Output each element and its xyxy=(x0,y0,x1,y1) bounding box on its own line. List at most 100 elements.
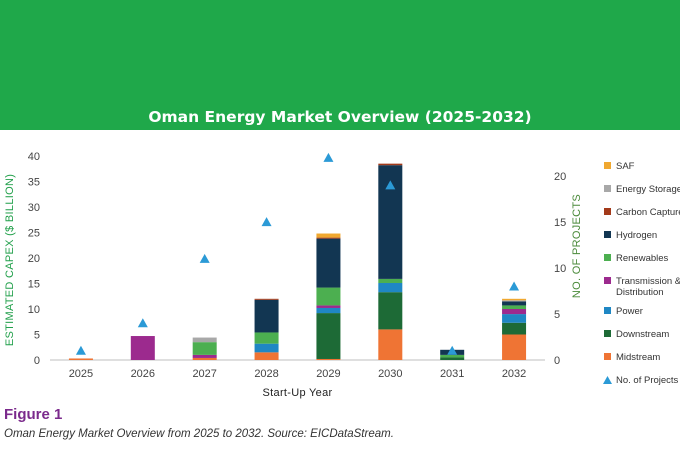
x-tick-label: 2029 xyxy=(316,368,340,380)
x-tick-label: 2026 xyxy=(131,368,155,380)
project-count-marker xyxy=(385,180,396,190)
legend-label-line: Distribution xyxy=(616,287,664,298)
y-axis-title: ESTIMATED CAPEX ($ BILLION) xyxy=(4,174,16,346)
legend-label-line: Renewables xyxy=(616,253,669,264)
legend-label-line: Downstream xyxy=(616,329,669,340)
legend-swatch xyxy=(604,185,611,192)
y-tick-label: 25 xyxy=(28,228,40,240)
x-tick-label: 2032 xyxy=(502,368,526,380)
bar-segment xyxy=(502,309,527,315)
bar-segment xyxy=(192,337,217,343)
y2-tick-label: 20 xyxy=(554,171,566,183)
bar-segment xyxy=(502,334,527,360)
legend-label: SAF xyxy=(616,161,635,172)
bar-segment xyxy=(316,238,341,288)
legend-label: Hydrogen xyxy=(616,230,657,241)
bar-segment xyxy=(254,332,279,344)
legend-label: No. of Projects xyxy=(616,375,679,386)
legend-label-line: SAF xyxy=(616,161,635,172)
bar-segment xyxy=(254,352,279,360)
bar-segment xyxy=(68,358,93,360)
x-tick-label: 2025 xyxy=(69,368,93,380)
bar-segment xyxy=(378,163,403,166)
legend-swatch xyxy=(604,330,611,337)
bar-segment xyxy=(378,292,403,330)
project-count-marker xyxy=(447,345,458,355)
bar-segment xyxy=(502,300,527,302)
legend-label: Carbon Capture xyxy=(616,207,680,218)
x-tick-label: 2027 xyxy=(192,368,216,380)
legend-label: Transmission & Distribution xyxy=(616,276,680,298)
legend-label: Downstream xyxy=(616,329,669,340)
bar-segment xyxy=(316,287,341,306)
project-count-marker xyxy=(509,281,520,291)
legend-swatch xyxy=(604,162,611,169)
bar-segment xyxy=(378,329,403,360)
figure-caption: Oman Energy Market Overview from 2025 to… xyxy=(4,428,394,440)
legend-swatch xyxy=(604,353,611,360)
legend-label: Renewables xyxy=(616,253,669,264)
y-tick-label: 5 xyxy=(34,330,40,342)
legend-swatch xyxy=(604,254,611,261)
y-tick-label: 20 xyxy=(28,253,40,265)
bar-segment xyxy=(316,237,341,239)
project-count-marker xyxy=(323,152,334,162)
project-count-marker xyxy=(75,345,86,355)
bar-segment xyxy=(254,343,279,353)
y-tick-label: 40 xyxy=(28,151,40,163)
y2-tick-label: 15 xyxy=(554,217,566,229)
bar-segment xyxy=(254,299,279,333)
bar-segment xyxy=(502,314,527,323)
y2-tick-label: 5 xyxy=(554,309,560,321)
header-banner xyxy=(0,0,680,130)
y-tick-label: 30 xyxy=(28,202,40,214)
legend-label-line: Midstream xyxy=(616,352,660,363)
project-count-marker xyxy=(261,217,272,227)
y-tick-label: 15 xyxy=(28,279,40,291)
bar-segment xyxy=(502,301,527,306)
bar-segment xyxy=(440,354,465,358)
legend-swatch xyxy=(604,277,611,284)
legend-label-line: Transmission & xyxy=(616,276,680,287)
x-axis-title: Start-Up Year xyxy=(263,387,333,399)
legend-label-line: Power xyxy=(616,306,643,317)
bar-segment xyxy=(192,357,217,360)
legend-swatch xyxy=(604,231,611,238)
bar-segment xyxy=(502,305,527,309)
bar-segment xyxy=(316,233,341,238)
y2-tick-label: 0 xyxy=(554,355,560,367)
x-tick-label: 2028 xyxy=(254,368,278,380)
legend-swatch xyxy=(604,208,611,215)
legend-label: Energy Storage xyxy=(616,184,680,195)
y-tick-label: 10 xyxy=(28,304,40,316)
legend-label-line: Carbon Capture xyxy=(616,207,680,218)
figure-label: Figure 1 xyxy=(4,406,63,423)
legend-label: Midstream xyxy=(616,352,660,363)
y-tick-label: 35 xyxy=(28,177,40,189)
bar-segment xyxy=(440,357,465,360)
bar-segment xyxy=(254,298,279,300)
y2-tick-label: 10 xyxy=(554,263,566,275)
bar-segment xyxy=(316,307,341,314)
bar-segment xyxy=(378,278,403,283)
bar-segment xyxy=(502,298,527,301)
x-tick-label: 2031 xyxy=(440,368,464,380)
legend-label-line: No. of Projects xyxy=(616,375,679,386)
legend-label-line: Energy Storage xyxy=(616,184,680,195)
bar-segment xyxy=(130,336,155,360)
project-count-marker xyxy=(137,318,148,328)
bar-segment xyxy=(316,305,341,308)
x-tick-label: 2030 xyxy=(378,368,402,380)
chart-title: Oman Energy Market Overview (2025-2032) xyxy=(148,108,532,126)
bar-segment xyxy=(502,322,527,335)
legend-label: Power xyxy=(616,306,643,317)
y2-axis-title: NO. OF PROJECTS xyxy=(571,194,583,298)
bar-segment xyxy=(192,354,217,358)
legend-marker xyxy=(603,376,612,384)
legend-label-line: Hydrogen xyxy=(616,230,657,241)
y-tick-label: 0 xyxy=(34,355,40,367)
bar-segment xyxy=(316,358,341,360)
bar-segment xyxy=(378,282,403,293)
